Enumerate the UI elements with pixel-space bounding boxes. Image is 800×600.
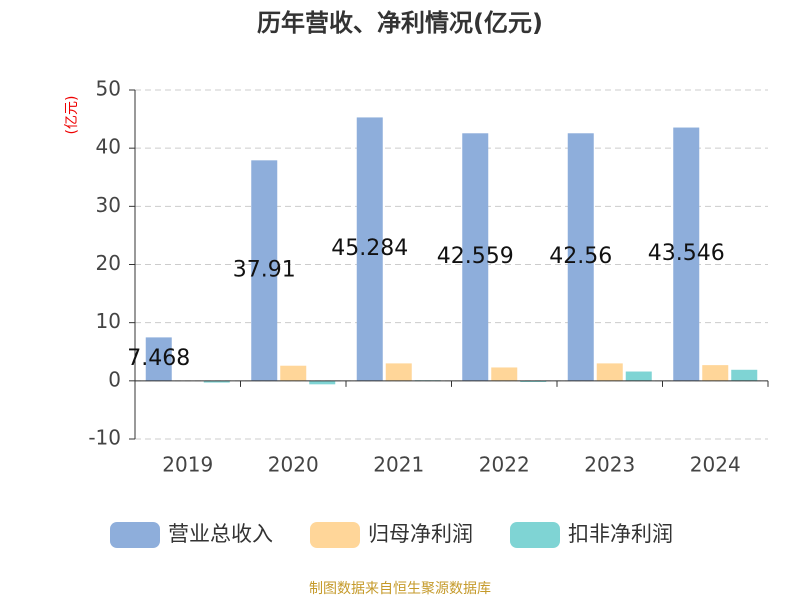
bar xyxy=(731,369,758,381)
y-tick-label: 30 xyxy=(96,193,121,217)
bar xyxy=(491,367,518,381)
data-label: 42.56 xyxy=(549,244,612,269)
legend-swatch xyxy=(110,522,160,548)
data-label: 45.284 xyxy=(331,236,408,261)
bar xyxy=(596,363,623,381)
x-tick-label: 2022 xyxy=(479,453,530,477)
y-tick-label: 0 xyxy=(108,367,121,391)
y-axis-label: (亿元) xyxy=(64,96,80,135)
x-tick-label: 2020 xyxy=(268,453,319,477)
bar xyxy=(145,337,172,381)
bar xyxy=(203,380,230,383)
bar xyxy=(520,380,547,382)
x-tick-label: 2019 xyxy=(162,453,213,477)
data-label: 43.546 xyxy=(648,241,725,266)
bar xyxy=(702,365,729,381)
data-label: 7.468 xyxy=(127,346,190,371)
bar xyxy=(280,365,307,381)
legend-label: 扣非净利润 xyxy=(568,522,673,546)
legend-label: 营业总收入 xyxy=(168,522,273,546)
legend-label: 归母净利润 xyxy=(368,522,473,546)
bar xyxy=(567,133,594,381)
legend-swatch xyxy=(310,522,360,548)
x-tick-label: 2021 xyxy=(373,453,424,477)
chart-title: 历年营收、净利情况(亿元) xyxy=(257,9,543,37)
data-label: 42.559 xyxy=(437,244,514,269)
y-tick-label: 10 xyxy=(96,309,121,333)
y-tick-label: 40 xyxy=(96,135,121,159)
data-label: 37.91 xyxy=(233,258,296,283)
bar xyxy=(625,371,652,381)
x-tick-label: 2023 xyxy=(584,453,635,477)
bar xyxy=(385,363,412,381)
footer: 制图数据来自恒生聚源数据库 xyxy=(309,581,491,597)
x-tick-label: 2024 xyxy=(690,453,741,477)
bar xyxy=(462,133,489,381)
legend-swatch xyxy=(510,522,560,548)
bar xyxy=(251,160,278,381)
bar xyxy=(673,127,700,381)
y-tick-label: 20 xyxy=(96,251,121,275)
bar xyxy=(309,380,336,385)
y-tick-label: 50 xyxy=(96,77,121,101)
y-tick-label: -10 xyxy=(88,426,121,450)
bar xyxy=(356,117,383,381)
